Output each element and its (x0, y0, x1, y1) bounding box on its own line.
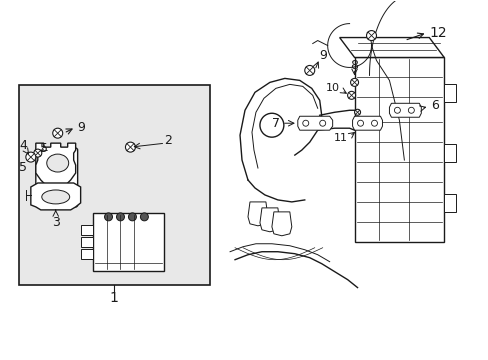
Circle shape (354, 109, 360, 115)
Circle shape (394, 107, 400, 113)
Bar (443, 194, 455, 212)
Bar (81, 249, 92, 259)
Text: 8: 8 (350, 59, 358, 72)
Circle shape (128, 213, 136, 221)
Text: 1: 1 (109, 291, 118, 305)
Polygon shape (339, 37, 443, 58)
Text: 9: 9 (319, 49, 327, 62)
Text: 5: 5 (19, 161, 27, 174)
Text: 11: 11 (333, 133, 347, 143)
Bar (443, 144, 455, 162)
Circle shape (366, 31, 376, 41)
Circle shape (260, 113, 283, 137)
Circle shape (371, 120, 377, 126)
Bar (81, 225, 92, 235)
Ellipse shape (47, 154, 68, 172)
Text: 7: 7 (271, 117, 279, 130)
Text: 5: 5 (40, 141, 48, 155)
Polygon shape (247, 202, 267, 226)
Text: 4: 4 (19, 139, 27, 152)
Polygon shape (388, 103, 421, 117)
Bar (354, 58, 443, 242)
Bar (19, 85, 210, 285)
Text: 3: 3 (52, 216, 60, 229)
Text: 2: 2 (164, 134, 172, 147)
Circle shape (140, 213, 148, 221)
Ellipse shape (41, 190, 69, 204)
Circle shape (319, 120, 325, 126)
Circle shape (347, 91, 355, 99)
Circle shape (350, 78, 358, 86)
Polygon shape (260, 208, 279, 232)
Bar (81, 237, 92, 247)
Circle shape (104, 213, 112, 221)
Polygon shape (352, 116, 382, 130)
Polygon shape (271, 212, 291, 236)
Bar (92, 213, 164, 271)
Circle shape (302, 120, 308, 126)
Circle shape (125, 142, 135, 152)
Polygon shape (297, 116, 332, 130)
Circle shape (53, 128, 62, 138)
Circle shape (26, 152, 36, 162)
Polygon shape (31, 183, 81, 210)
Text: 12: 12 (428, 26, 446, 40)
Circle shape (116, 213, 124, 221)
Text: 9: 9 (78, 121, 85, 134)
Circle shape (34, 149, 41, 157)
Circle shape (304, 66, 314, 75)
Circle shape (357, 120, 363, 126)
Text: 6: 6 (430, 99, 438, 112)
Bar (443, 84, 455, 102)
FancyBboxPatch shape (36, 148, 78, 207)
Circle shape (407, 107, 413, 113)
Polygon shape (36, 143, 76, 187)
Text: 10: 10 (325, 84, 339, 93)
